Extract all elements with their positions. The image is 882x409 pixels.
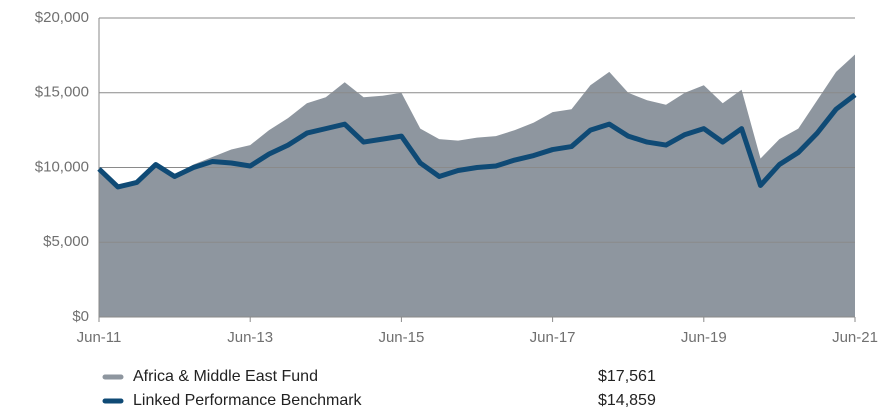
legend-label: Linked Performance Benchmark xyxy=(133,392,363,409)
x-tick-label: Jun-21 xyxy=(832,329,878,346)
line xyxy=(97,92,857,190)
x-tick-label: Jun-19 xyxy=(681,329,727,346)
x-tick-label: Jun-11 xyxy=(77,329,122,346)
y-tick-label: $10,000 xyxy=(35,158,89,175)
legend-value: $14,859 xyxy=(598,392,656,409)
y-tick-label: $20,000 xyxy=(35,9,89,26)
y-tick-label: $0 xyxy=(72,308,89,325)
y-tick-label: $5,000 xyxy=(43,233,89,250)
legend-label: Africa & Middle East Fund xyxy=(133,368,318,385)
y-tick-label: $15,000 xyxy=(35,84,89,101)
x-tick-label: Jun-17 xyxy=(530,329,576,346)
x-tick-label: Jun-15 xyxy=(378,329,424,346)
area xyxy=(99,54,855,318)
x-tick-label: Jun-13 xyxy=(227,329,273,346)
legend-value: $17,561 xyxy=(598,368,656,385)
